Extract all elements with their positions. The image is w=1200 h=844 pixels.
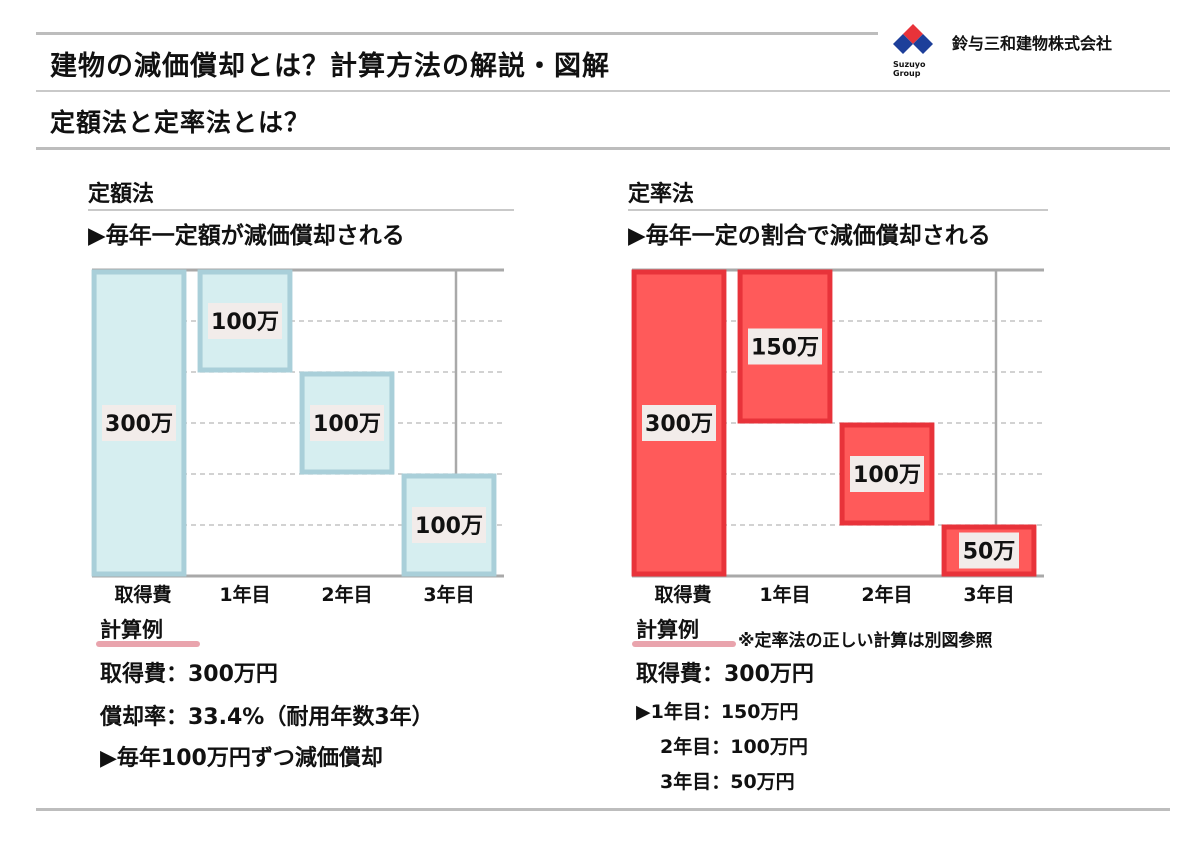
left-calc-heading-wrap: 計算例 — [96, 614, 200, 647]
header-top-rule — [36, 32, 878, 35]
right-heading: 定率法 — [628, 182, 695, 207]
right-calc-note: ※定率法の正しい計算は別図参照 — [738, 631, 993, 651]
left-calc-highlight — [96, 641, 200, 647]
footer-rule — [36, 808, 1170, 811]
left-calc-heading: 計算例 — [100, 618, 163, 642]
right-calc-line-1: 取得費：300万円 — [636, 662, 814, 687]
logo-sub-2: Group — [893, 69, 921, 78]
right-calc-highlight — [632, 641, 736, 647]
chart-2-value-label-3: 100万 — [853, 463, 921, 488]
left-heading: 定額法 — [88, 182, 155, 207]
page-subtitle: 定額法と定率法とは？ — [50, 108, 311, 137]
chart-1-label-bg-3 — [310, 405, 384, 441]
company-logo: Suzuyo Group — [893, 24, 933, 78]
left-description: ▶毎年一定額が減価償却される — [88, 223, 405, 249]
chart-2-value-label-4: 50万 — [963, 540, 1016, 565]
chart-1-value-label-1: 300万 — [105, 412, 173, 437]
left-heading-rule — [88, 209, 514, 211]
left-calc-line-3: ▶毎年100万円ずつ減価償却 — [100, 746, 383, 771]
chart-2-label-bg-4 — [959, 532, 1019, 569]
chart-2-label-bg-1 — [642, 405, 716, 441]
chart-1-category-label-1: 取得費 — [114, 583, 171, 606]
chart-1-category-label-4: 3年目 — [423, 583, 474, 606]
right-calc-line-4: 3年目：50万円 — [660, 771, 795, 793]
chart-2-category-label-2: 1年目 — [759, 583, 810, 606]
chart-1-value-label-4: 100万 — [415, 514, 483, 539]
chart-1-label-bg-4 — [412, 507, 486, 543]
chart-1-category-label-3: 2年目 — [321, 583, 372, 606]
chart-1-category-label-2: 1年目 — [219, 583, 270, 606]
right-heading-rule — [628, 209, 1048, 211]
chart-1-label-bg-2 — [208, 303, 282, 339]
chart-2-value-label-2: 150万 — [751, 336, 819, 361]
right-calc-line-2: ▶1年目：150万円 — [636, 701, 799, 723]
chart-1-label-bg-1 — [102, 405, 176, 441]
title-divider — [36, 90, 1170, 92]
chart-2-value-label-1: 300万 — [645, 412, 713, 437]
subtitle-divider — [36, 147, 1170, 150]
right-calc-heading-wrap: 計算例 — [632, 614, 736, 647]
chart-1-value-label-2: 100万 — [211, 310, 279, 335]
left-calc-line-1: 取得費：300万円 — [100, 662, 278, 687]
page-title: 建物の減価償却とは？計算方法の解説・図解 — [50, 51, 610, 82]
chart-2-category-label-3: 2年目 — [861, 583, 912, 606]
left-calc-line-2: 償却率：33.4%（耐用年数3年） — [100, 705, 434, 730]
company-name: 鈴与三和建物株式会社 — [952, 34, 1113, 53]
chart-2-category-label-4: 3年目 — [963, 583, 1014, 606]
right-calc-line-3: 2年目：100万円 — [660, 736, 808, 758]
logo-sub-1: Suzuyo — [893, 60, 926, 69]
right-description: ▶毎年一定の割合で減価償却される — [628, 223, 991, 249]
suzuyo-logo-icon — [893, 24, 933, 54]
chart-2-category-label-1: 取得費 — [654, 583, 711, 606]
chart-1-value-label-3: 100万 — [313, 412, 381, 437]
chart-2-label-bg-2 — [748, 328, 822, 365]
chart-2-label-bg-3 — [850, 456, 924, 492]
right-calc-heading: 計算例 — [636, 618, 699, 642]
